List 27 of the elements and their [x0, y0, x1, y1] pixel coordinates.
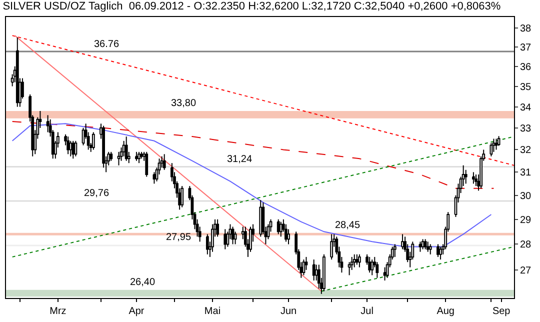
ref-line-label: 29,76	[84, 188, 110, 199]
y-tick-label: 31	[520, 168, 532, 179]
y-tick-label: 36	[520, 62, 532, 73]
ref-line-label: 27,95	[166, 232, 192, 243]
ref-line-label: 31,24	[227, 154, 252, 165]
chart-title: SILVER USD/OZ Taglich 06.09.2012 - O:32.2350 H:32,6200 L:32,1720 C:32,5040 +0,2600 +0,8063%	[2, 0, 501, 12]
ref-line-label: 36.76	[94, 39, 120, 50]
x-tick-label: Mai	[204, 306, 221, 317]
y-tick-label: 37	[520, 42, 532, 54]
x-tick-label: Mrz	[50, 306, 66, 317]
y-tick-label: 28	[520, 240, 532, 251]
y-tick-label: 29	[520, 214, 532, 226]
x-tick-label: Sep	[492, 306, 511, 317]
band-label: 26,40	[130, 277, 156, 288]
y-tick-label: 27	[520, 265, 532, 276]
x-tick-label: Jun	[280, 306, 297, 317]
y-tick-label: 35	[520, 82, 532, 93]
x-tick-label: Jul	[360, 306, 374, 317]
y-tick-label: 34	[520, 102, 532, 114]
band-label: 28,45	[335, 220, 360, 231]
y-tick-label: 33	[520, 123, 532, 134]
y-tick-label: 38	[520, 24, 532, 35]
y-tick-label: 30	[520, 190, 532, 202]
x-tick-label: Aug	[436, 306, 454, 317]
band-label: 33,80	[171, 98, 196, 109]
y-tick-label: 32	[520, 145, 532, 156]
x-tick-label: Apr	[128, 306, 145, 317]
